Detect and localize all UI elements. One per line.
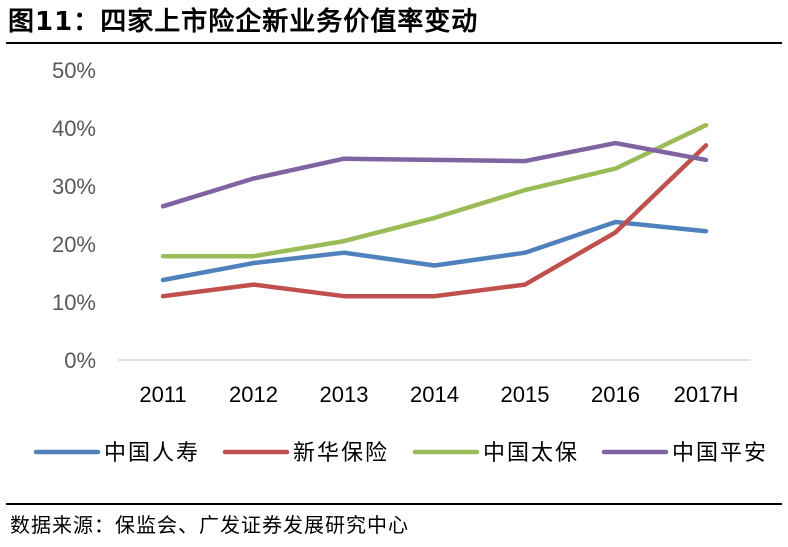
x-tick-label: 2013 [320,382,369,407]
y-tick-label: 30% [52,174,96,199]
legend-label-4: 中国平安 [672,440,768,465]
y-tick-label: 10% [52,290,96,315]
series-line-3 [160,122,709,259]
bottom-rule [6,503,782,505]
y-tick-label: 20% [52,232,96,257]
x-tick-label: 2015 [501,382,550,407]
legend-label-2: 新华保险 [293,440,389,465]
x-tick-label: 2017H [674,382,739,407]
top-rule [6,42,782,44]
y-tick-label: 0% [64,348,96,373]
figure-label: 图11： [8,7,101,37]
series-line-2 [160,143,709,299]
chart-title: 四家上市险企新业务价值率变动 [100,7,479,37]
legend-label-3: 中国太保 [483,440,579,465]
legend-label-1: 中国人寿 [104,440,200,465]
x-tick-label: 2014 [410,382,459,407]
series-line-4 [160,140,709,209]
x-tick-label: 2012 [229,382,278,407]
x-tick-label: 2016 [591,382,640,407]
series-line-1 [160,219,709,283]
y-tick-label: 40% [52,116,96,141]
y-tick-label: 50% [52,58,96,83]
x-tick-label: 2011 [139,382,186,407]
figure-title: 图11：四家上市险企新业务价值率变动 [8,4,478,40]
data-source-note: 数据来源：保监会、广发证券发展研究中心 [10,513,409,537]
